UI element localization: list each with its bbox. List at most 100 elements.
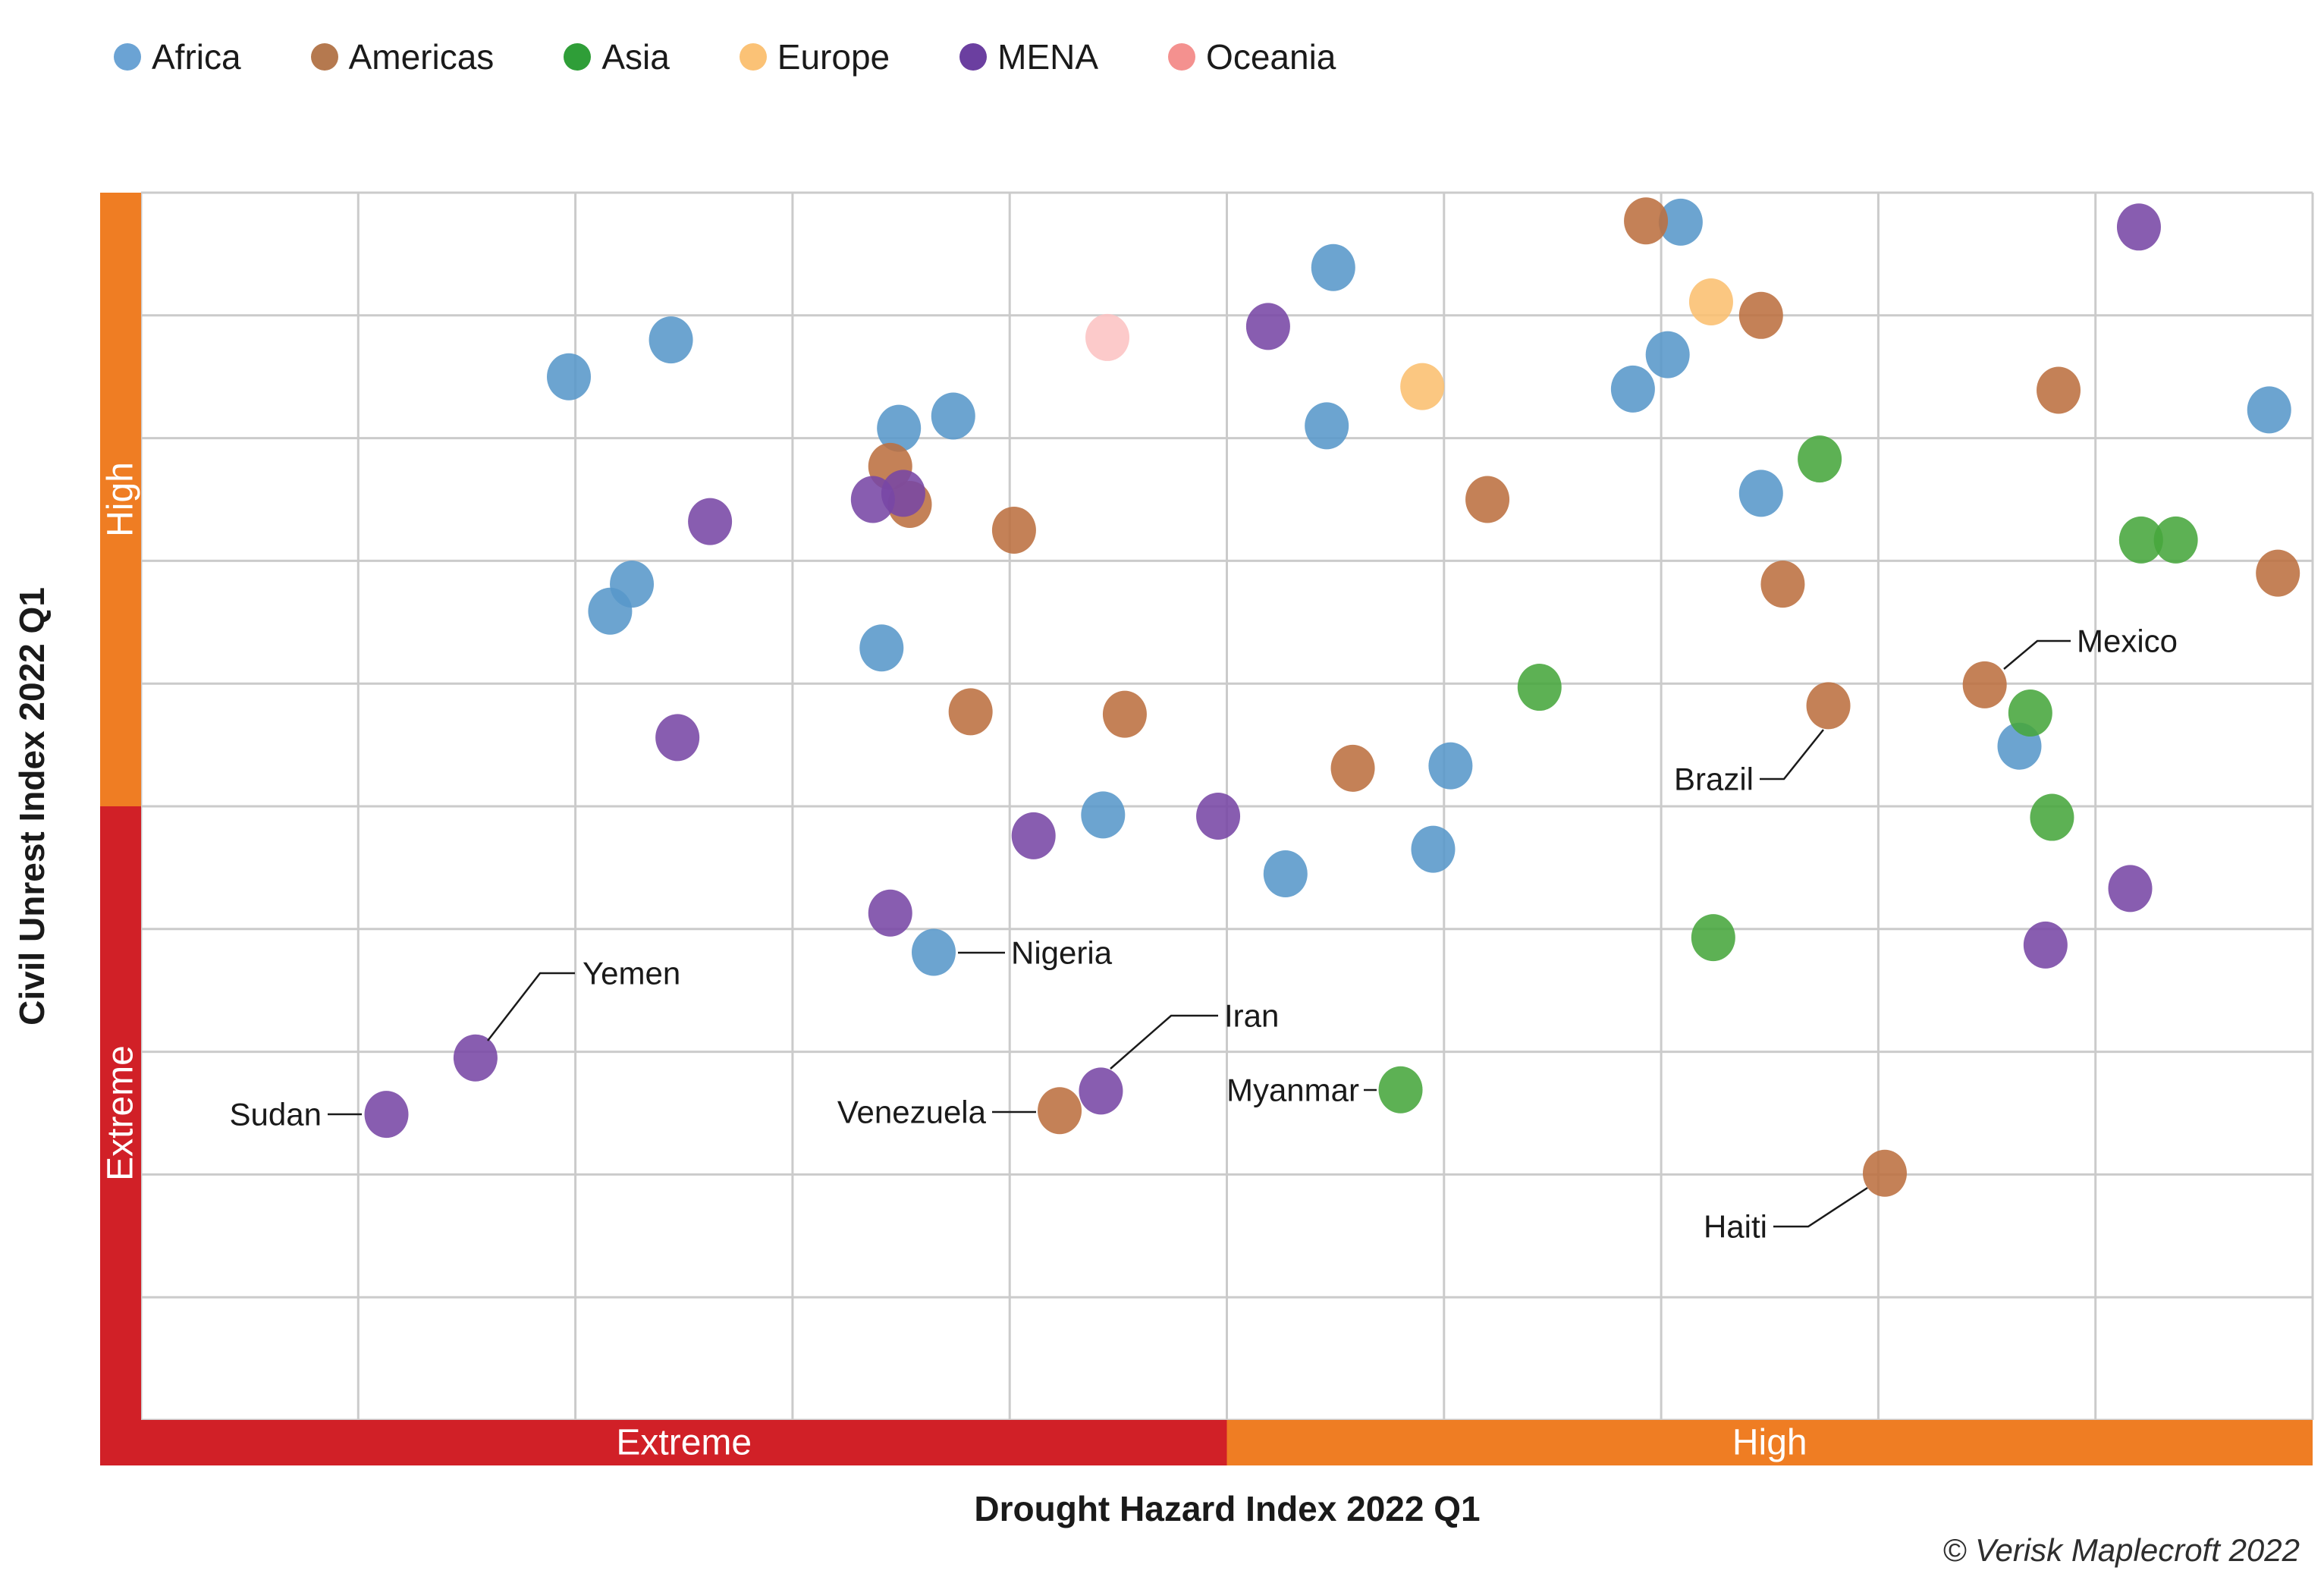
y-band-label-high: High: [101, 462, 141, 537]
dot-africa-16: [1610, 365, 1655, 413]
y-axis-title: Civil Unrest Index 2022 Q1: [12, 587, 52, 1026]
axis-risk-bands: High Extreme Extreme High: [100, 193, 2313, 1465]
dot-nigeria: [911, 928, 956, 976]
dot-europe-0: [1400, 363, 1445, 410]
dot-africa-1: [547, 353, 592, 400]
dot-asia-4: [2008, 689, 2052, 737]
callout-label-yemen: Yemen: [583, 956, 680, 991]
legend-label-europe: Europe: [777, 37, 890, 77]
legend-label-africa: Africa: [152, 37, 241, 77]
dot-africa-12: [1263, 850, 1308, 897]
dot-americas-9: [2037, 366, 2081, 414]
dot-africa-14: [1658, 198, 1703, 246]
y-band-label-extreme: Extreme: [101, 1045, 141, 1181]
x-band-high: [1226, 1420, 2313, 1465]
dot-mena-9: [1196, 792, 1241, 840]
dot-americas-3: [1102, 690, 1147, 738]
dot-africa-11: [1411, 825, 1456, 873]
oceania-legend-marker-icon: [1168, 43, 1196, 71]
dot-brazil: [1806, 682, 1851, 730]
legend-item-mena: MENA: [959, 39, 1098, 74]
callout-line-mexico: [2003, 639, 2071, 670]
dot-africa-17: [2247, 386, 2291, 434]
mena-legend-marker-icon: [959, 43, 988, 71]
x-band-label-high: High: [1732, 1423, 1807, 1463]
legend-item-oceania: Oceania: [1168, 39, 1336, 74]
legend-label-mena: MENA: [997, 37, 1099, 77]
dot-africa-15: [1645, 331, 1690, 379]
dot-africa-3: [588, 587, 633, 635]
dot-mexico: [1962, 661, 2007, 708]
dot-africa-4: [877, 404, 922, 452]
dot-mena-1: [1245, 303, 1290, 350]
americas-legend-marker-icon: [310, 43, 338, 71]
dot-mena-8: [1011, 812, 1056, 859]
dot-europe-1: [1688, 278, 1733, 326]
dot-africa-5: [931, 392, 975, 440]
callout-label-myanmar: Myanmar: [1226, 1073, 1359, 1108]
country-callouts: Sudan Yemen Nigeria Iran Venezuela Myanmar Mex…: [230, 624, 2178, 1245]
dot-oceania-0: [1085, 313, 1130, 361]
dot-americas-11: [1760, 561, 1805, 608]
dot-americas-10: [2256, 549, 2300, 597]
callout-line-yemen: [487, 972, 575, 1041]
dot-africa-9: [1428, 742, 1473, 790]
dot-americas-2: [948, 688, 993, 736]
europe-legend-marker-icon: [739, 43, 767, 71]
y-band-extreme: [100, 806, 141, 1465]
dot-venezuela: [1038, 1087, 1082, 1135]
callout-label-mexico: Mexico: [2077, 624, 2178, 659]
x-band-extreme: [100, 1420, 1227, 1465]
dot-mena-5: [655, 714, 700, 762]
legend-item-africa: Africa: [114, 39, 241, 74]
legend-label-americas: Americas: [348, 37, 495, 77]
asia-legend-marker-icon: [564, 43, 592, 71]
dot-asia-2: [2118, 516, 2163, 564]
dot-africa-10: [1081, 791, 1126, 839]
dot-mena-0: [688, 498, 733, 545]
dot-sudan: [364, 1091, 409, 1139]
dot-asia-0: [1517, 664, 1562, 711]
callout-label-iran: Iran: [1224, 998, 1279, 1034]
callout-line-brazil: [1760, 729, 1824, 781]
data-points: [364, 197, 2300, 1197]
dot-myanmar: [1378, 1066, 1423, 1114]
dot-asia-3: [2153, 516, 2198, 564]
africa-legend-marker-icon: [114, 43, 141, 71]
dot-mena-3: [850, 476, 895, 523]
dot-asia-1: [1798, 435, 1842, 483]
legend-item-americas: Americas: [310, 37, 495, 77]
dot-africa-6: [1305, 402, 1349, 450]
dot-asia-7: [1691, 914, 1735, 962]
callout-label-venezuela: Venezuela: [837, 1095, 987, 1130]
dot-mena-4: [2116, 203, 2161, 251]
dot-americas-5: [991, 506, 1036, 554]
legend-label-oceania: Oceania: [1206, 37, 1336, 77]
dot-asia-6: [2030, 793, 2074, 841]
dot-iran: [1079, 1067, 1123, 1115]
dot-americas-6: [1465, 476, 1510, 523]
callout-line-iran: [1110, 1014, 1218, 1070]
callout-line-haiti: [1773, 1186, 1868, 1228]
legend: Africa Americas Asia Europe MENA Oceania: [114, 39, 1336, 74]
dot-haiti: [1862, 1149, 1907, 1197]
legend-label-asia: Asia: [601, 37, 670, 77]
dot-africa-18: [1738, 470, 1783, 517]
dot-americas-4: [1330, 744, 1375, 792]
callout-label-sudan: Sudan: [230, 1097, 322, 1132]
legend-item-asia: Asia: [564, 37, 670, 77]
y-band-high: [100, 193, 141, 806]
x-band-label-extreme: Extreme: [616, 1423, 752, 1463]
dot-africa-0: [649, 316, 693, 364]
callout-label-nigeria: Nigeria: [1011, 935, 1113, 971]
dot-mena-12: [2108, 865, 2153, 913]
dot-yemen: [453, 1034, 498, 1082]
callout-label-brazil: Brazil: [1674, 762, 1754, 797]
dot-africa-8: [859, 624, 904, 672]
callout-label-haiti: Haiti: [1704, 1209, 1767, 1245]
dot-africa-7: [1311, 243, 1355, 291]
x-axis-title: Drought Hazard Index 2022 Q1: [974, 1489, 1480, 1528]
dot-mena-10: [868, 889, 912, 937]
